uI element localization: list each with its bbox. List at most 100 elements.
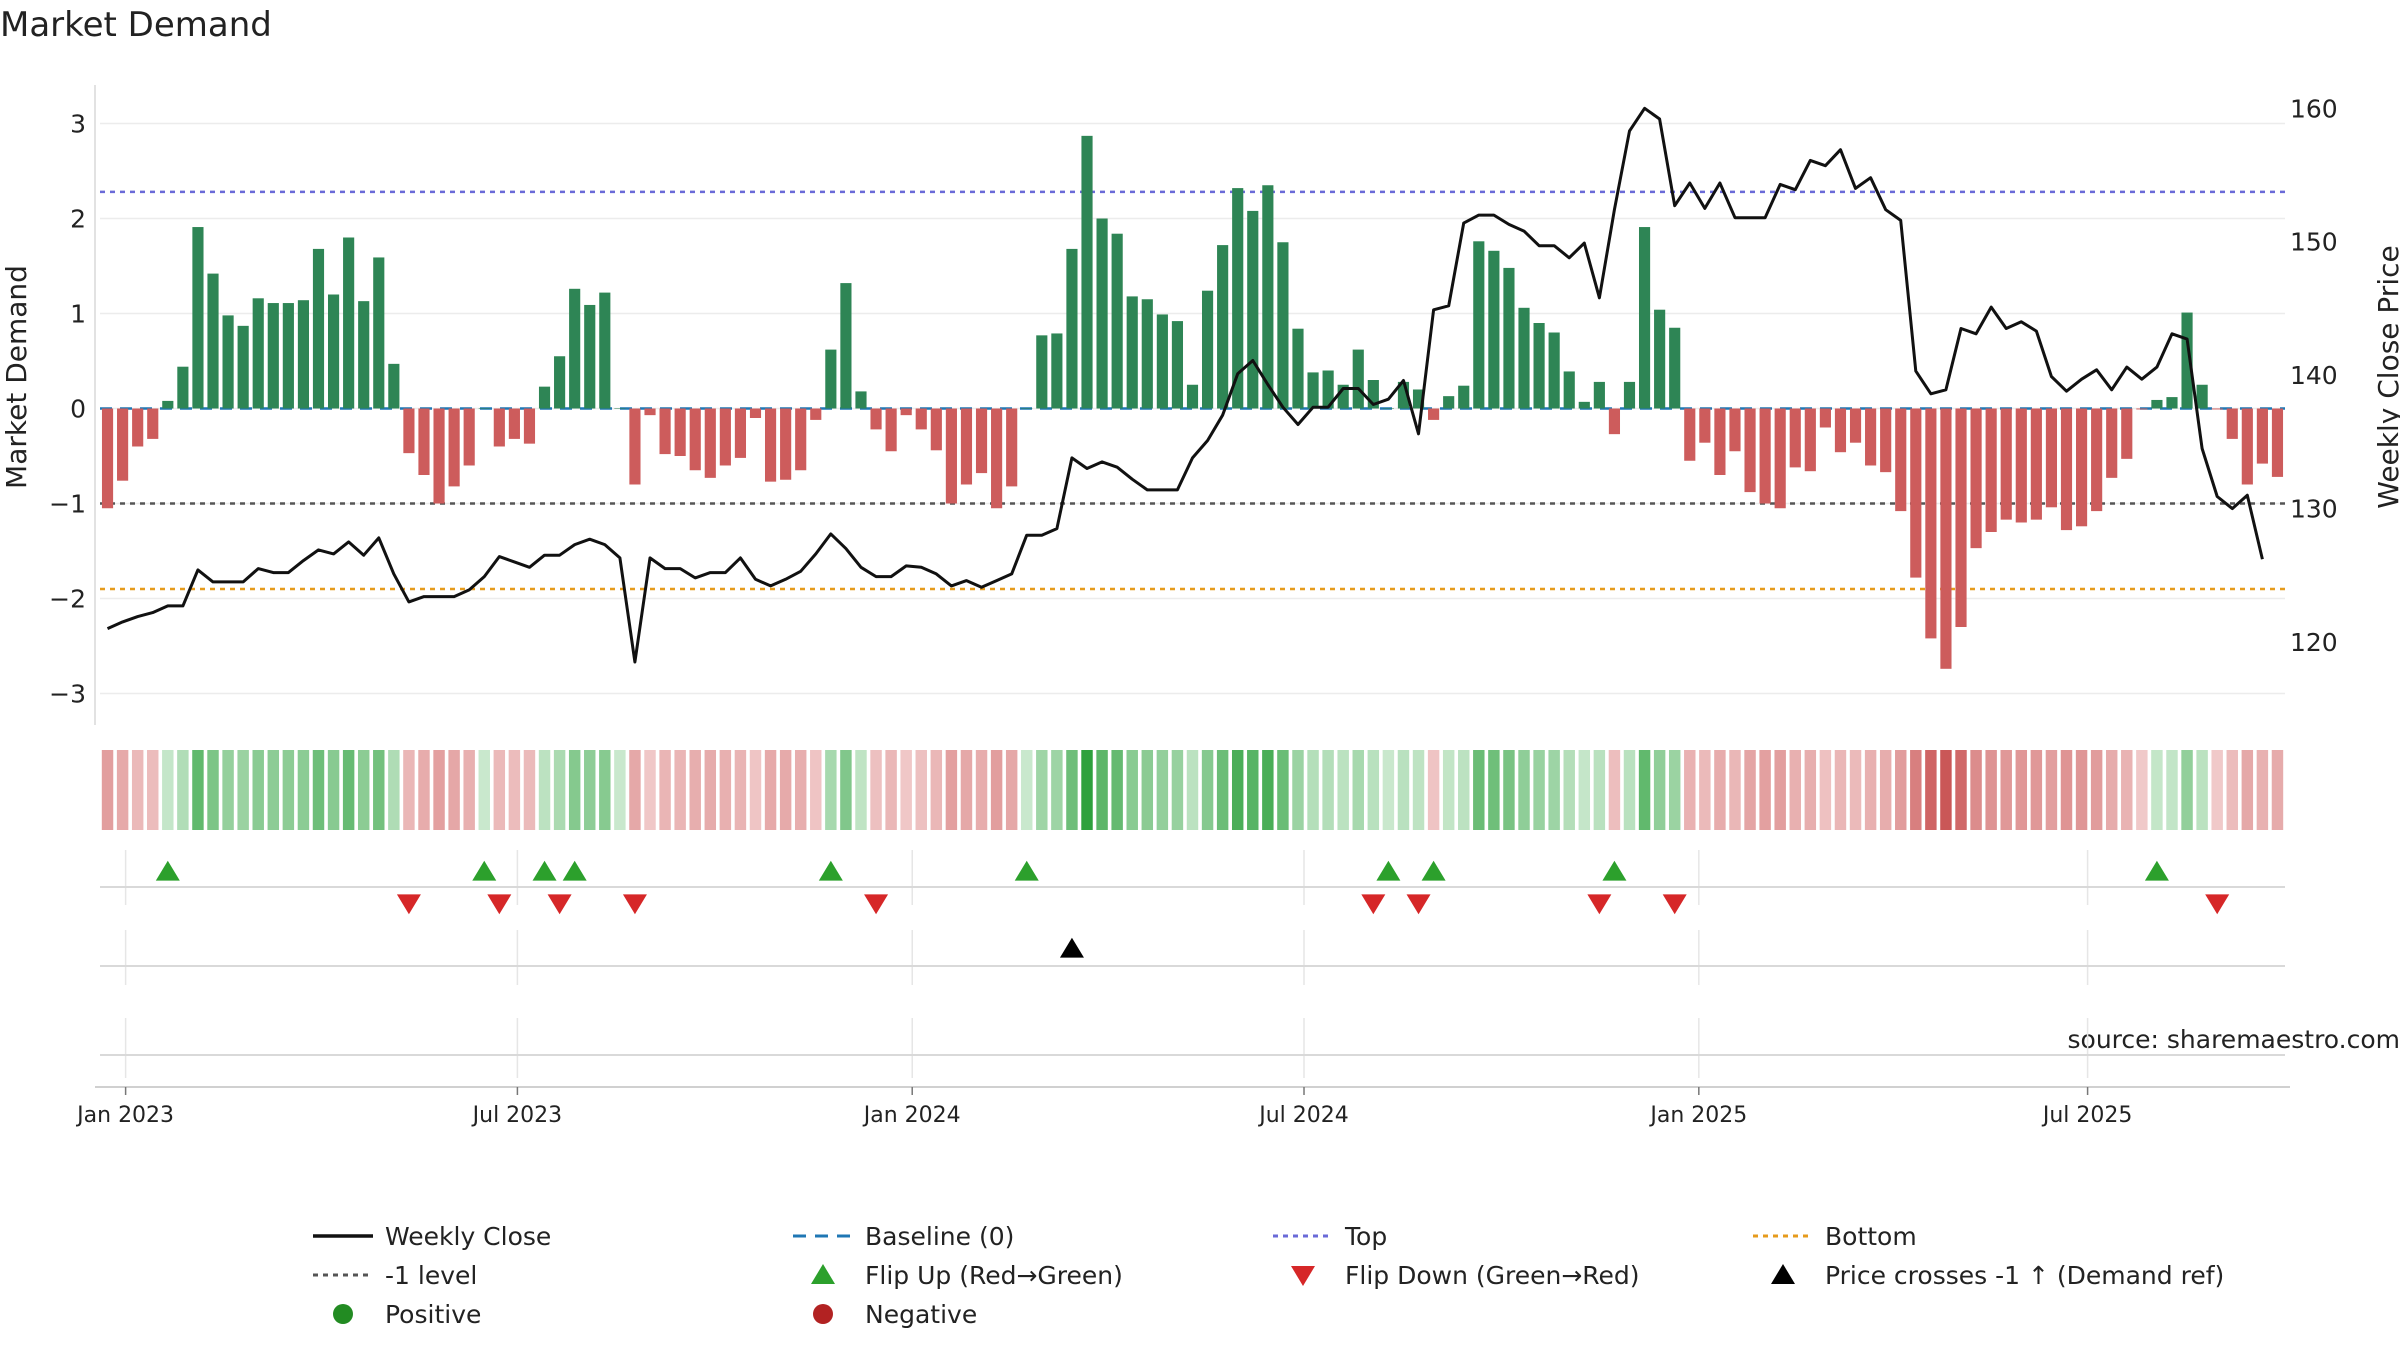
heat-cell [1051, 750, 1062, 830]
heat-cell [1458, 750, 1469, 830]
legend-swatch-triangle-down [1291, 1266, 1315, 1286]
heat-cell [1850, 750, 1861, 830]
heat-cell [855, 750, 866, 830]
heat-cell [117, 750, 128, 830]
heat-cell [358, 750, 369, 830]
heat-cell [1925, 750, 1936, 830]
demand-bar [1594, 382, 1605, 409]
heat-cell [1021, 750, 1032, 830]
demand-bar [449, 409, 460, 487]
demand-bar [539, 387, 550, 409]
heat-cell [1940, 750, 1951, 830]
heat-cell [479, 750, 490, 830]
heat-cell [463, 750, 474, 830]
heat-cell [1774, 750, 1785, 830]
heat-cell [102, 750, 113, 830]
heat-cell [720, 750, 731, 830]
heat-cell [2001, 750, 2012, 830]
x-tick-label: Jan 2023 [75, 1103, 174, 1128]
demand-bar [901, 409, 912, 416]
heat-cell [584, 750, 595, 830]
heat-cell [825, 750, 836, 830]
heat-cell [162, 750, 173, 830]
demand-bar [1760, 409, 1771, 504]
heat-cell [2166, 750, 2177, 830]
heat-cell [1307, 750, 1318, 830]
heat-cell [1820, 750, 1831, 830]
event-markers [156, 861, 2229, 958]
demand-bar [403, 409, 414, 454]
heat-cell [750, 750, 761, 830]
legend-swatch-triangle-up [811, 1264, 835, 1284]
heat-cell [1790, 750, 1801, 830]
heat-cell [1654, 750, 1665, 830]
demand-bar [147, 409, 158, 439]
heat-cell [237, 750, 248, 830]
demand-bar [1805, 409, 1816, 472]
legend-label: Weekly Close [385, 1222, 551, 1251]
demand-bar [2106, 409, 2117, 478]
demand-bar [1895, 409, 1906, 512]
demand-bar [1157, 314, 1168, 408]
demand-bar [644, 409, 655, 416]
heat-cell [735, 750, 746, 830]
heat-cell [1413, 750, 1424, 830]
heat-cell [1353, 750, 1364, 830]
demand-bar [1172, 321, 1183, 408]
demand-bar [614, 409, 625, 410]
y-right-tick-label: 120 [2290, 628, 2338, 657]
heat-cell [674, 750, 685, 830]
demand-bar [509, 409, 520, 439]
heat-cell [1232, 750, 1243, 830]
heat-cell [946, 750, 957, 830]
heat-cell [1518, 750, 1529, 830]
demand-bar [524, 409, 535, 444]
demand-bar [343, 238, 354, 409]
heat-cell [1714, 750, 1725, 830]
heat-cell [1669, 750, 1680, 830]
heat-cell [554, 750, 565, 830]
heat-cell [2136, 750, 2147, 830]
demand-bar [1428, 409, 1439, 420]
demand-bar [554, 356, 565, 408]
heat-cell [418, 750, 429, 830]
heat-cell [253, 750, 264, 830]
heat-cell [931, 750, 942, 830]
heat-cell [961, 750, 972, 830]
x-tick-label: Jul 2023 [471, 1103, 563, 1128]
demand-bar [132, 409, 143, 447]
heat-cell [207, 750, 218, 830]
demand-bar [2031, 409, 2042, 520]
heat-cell [1217, 750, 1228, 830]
demand-bar [268, 303, 279, 408]
flip-up-marker [156, 861, 180, 881]
flip-down-marker [397, 894, 421, 914]
demand-bar [2151, 400, 2162, 409]
demand-bar [328, 295, 339, 409]
demand-bar [1714, 409, 1725, 476]
demand-bar [1850, 409, 1861, 443]
demand-bar [298, 300, 309, 408]
heat-cell [1443, 750, 1454, 830]
demand-bar [886, 409, 897, 452]
heat-cell [328, 750, 339, 830]
demand-bar [1187, 385, 1198, 409]
demand-bar [162, 401, 173, 409]
demand-bar [870, 409, 881, 430]
demand-bar [102, 409, 113, 509]
y-left-tick-label: 3 [70, 110, 86, 139]
demand-bar [1925, 409, 1936, 639]
heat-cell [283, 750, 294, 830]
source-note: source: sharemaestro.com [2068, 1025, 2400, 1054]
heat-cell [2242, 750, 2253, 830]
heat-cell [1564, 750, 1575, 830]
demand-bar [2061, 409, 2072, 531]
price-cross-marker [1060, 938, 1084, 958]
demand-bar [1699, 409, 1710, 443]
demand-bar [1534, 323, 1545, 409]
demand-bar [991, 409, 1002, 509]
demand-bar [1066, 249, 1077, 409]
heat-cell [222, 750, 233, 830]
